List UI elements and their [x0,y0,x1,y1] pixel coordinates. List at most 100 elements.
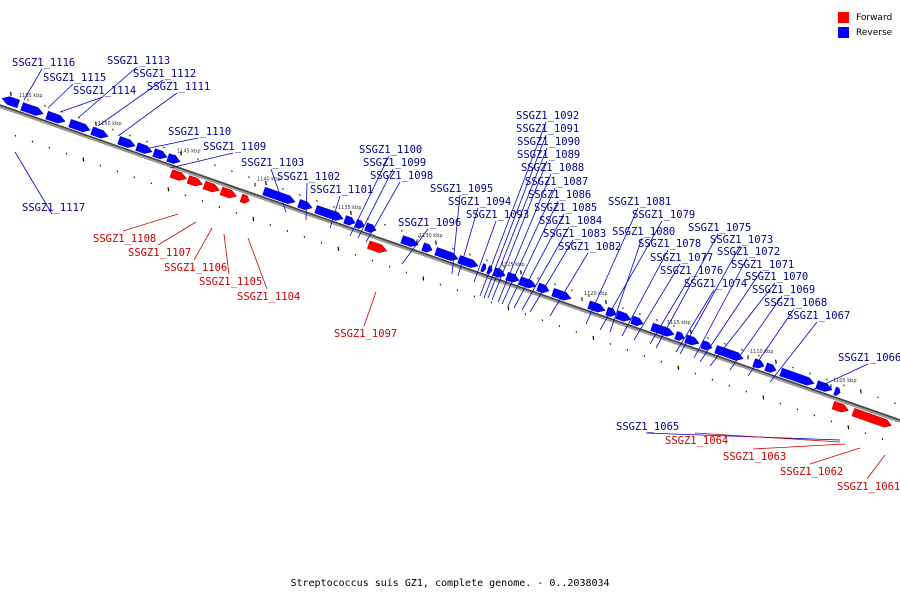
gene-label[interactable]: SSGZ1_1098 [370,170,433,182]
gene-label[interactable]: SSGZ1_1094 [448,196,511,208]
forward-gene-arrow[interactable] [239,193,250,204]
gene-label[interactable]: SSGZ1_1099 [363,157,426,169]
gene-label[interactable]: SSGZ1_1086 [528,189,591,201]
leader-line [649,276,691,345]
gene-label[interactable]: SSGZ1_1061 [837,481,900,493]
reverse-gene-arrow[interactable] [297,199,313,210]
reverse-gene-arrow[interactable] [752,358,765,369]
gene-label[interactable]: SSGZ1_1096 [398,217,461,229]
reverse-gene-arrow[interactable] [68,119,91,133]
reverse-gene-arrow[interactable] [20,102,44,116]
gene-label[interactable]: SSGZ1_1097 [334,328,397,340]
minor-tick [150,182,153,185]
reverse-gene-arrow[interactable] [684,334,700,346]
forward-gene-arrow[interactable] [169,169,187,181]
gene-label[interactable]: SSGZ1_1103 [241,157,304,169]
reverse-gene-arrow[interactable] [421,242,433,253]
gene-label[interactable]: SSGZ1_1093 [466,209,529,221]
gene-label[interactable]: SSGZ1_1075 [688,222,751,234]
reverse-gene-arrow[interactable] [833,386,841,396]
gene-label[interactable]: SSGZ1_1082 [558,241,621,253]
gene-label[interactable]: SSGZ1_1100 [359,144,422,156]
reverse-gene-arrow[interactable] [262,186,296,204]
gene-label[interactable]: SSGZ1_1074 [684,278,747,290]
gene-label[interactable]: SSGZ1_1076 [660,265,723,277]
gene-label[interactable]: SSGZ1_1112 [133,68,196,80]
reverse-gene-arrow[interactable] [764,362,777,373]
forward-gene-arrow[interactable] [831,401,849,413]
gene-label[interactable]: SSGZ1_1070 [745,271,808,283]
gene-label[interactable]: SSGZ1_1089 [517,149,580,161]
gene-label[interactable]: SSGZ1_1108 [93,233,156,245]
gene-label[interactable]: SSGZ1_1069 [752,284,815,296]
gene-label[interactable]: SSGZ1_1090 [517,136,580,148]
gene-label[interactable]: SSGZ1_1117 [22,202,85,214]
reverse-gene-arrow[interactable] [674,331,685,341]
reverse-gene-arrow[interactable] [135,142,153,154]
gene-label[interactable]: SSGZ1_1081 [608,196,671,208]
gene-label[interactable]: SSGZ1_1067 [787,310,850,322]
forward-gene-arrow[interactable] [367,240,388,253]
gene-label[interactable]: SSGZ1_1072 [717,246,780,258]
gene-label[interactable]: SSGZ1_1092 [516,110,579,122]
gene-label[interactable]: SSGZ1_1066 [838,352,900,364]
gene-label[interactable]: SSGZ1_1114 [73,85,136,97]
reverse-gene-arrow[interactable] [815,380,833,392]
gene-label[interactable]: SSGZ1_1111 [147,81,210,93]
gene-label[interactable]: SSGZ1_1088 [521,162,584,174]
genome-axis-shadow [0,105,900,423]
reverse-gene-arrow[interactable] [1,96,20,109]
reverse-gene-arrow[interactable] [45,110,66,124]
reverse-gene-arrow[interactable] [166,153,181,164]
legend-reverse-swatch [838,27,849,38]
reverse-gene-arrow[interactable] [434,247,459,261]
gene-label[interactable]: SSGZ1_1104 [237,291,300,303]
reverse-gene-arrow[interactable] [400,235,419,247]
reverse-gene-arrow[interactable] [605,306,617,317]
gene-label[interactable]: SSGZ1_1105 [199,276,262,288]
forward-gene-arrow[interactable] [186,175,203,187]
forward-gene-arrow[interactable] [851,408,892,428]
gene-label[interactable]: SSGZ1_1083 [543,228,606,240]
gene-label[interactable]: SSGZ1_1077 [650,252,713,264]
gene-label[interactable]: SSGZ1_1095 [430,183,493,195]
reverse-gene-arrow[interactable] [615,310,632,322]
gene-label[interactable]: SSGZ1_1116 [12,57,75,69]
gene-label[interactable]: SSGZ1_1079 [632,209,695,221]
gene-label[interactable]: SSGZ1_1107 [128,247,191,259]
gene-label[interactable]: SSGZ1_1085 [534,202,597,214]
reverse-gene-arrow[interactable] [117,136,136,148]
gene-label[interactable]: SSGZ1_1101 [310,184,373,196]
gene-label[interactable]: SSGZ1_1087 [525,176,588,188]
gene-label[interactable]: SSGZ1_1080 [612,226,675,238]
forward-gene-arrow[interactable] [202,180,220,193]
gene-label[interactable]: SSGZ1_1062 [780,466,843,478]
forward-gene-arrow[interactable] [219,186,237,199]
leader-line [365,181,401,243]
reverse-gene-arrow[interactable] [343,215,356,226]
gene-label[interactable]: SSGZ1_1068 [764,297,827,309]
reverse-gene-arrow[interactable] [480,263,487,273]
gene-label[interactable]: SSGZ1_1115 [43,72,106,84]
gene-label[interactable]: SSGZ1_1071 [731,259,794,271]
gene-label[interactable]: SSGZ1_1073 [710,234,773,246]
gene-label[interactable]: SSGZ1_1113 [107,55,170,67]
reverse-gene-arrow[interactable] [536,282,550,294]
gene-label[interactable]: SSGZ1_1102 [277,171,340,183]
gene-label[interactable]: SSGZ1_1091 [516,123,579,135]
gene-label[interactable]: SSGZ1_1084 [539,215,602,227]
reverse-gene-arrow[interactable] [630,315,644,327]
gene-label[interactable]: SSGZ1_1078 [638,238,701,250]
gene-label[interactable]: SSGZ1_1106 [164,262,227,274]
gene-label[interactable]: SSGZ1_1065 [616,421,679,433]
reverse-gene-arrow[interactable] [90,126,109,139]
reverse-gene-arrow[interactable] [152,148,168,160]
gene-label[interactable]: SSGZ1_1063 [723,451,786,463]
gene-label[interactable]: SSGZ1_1110 [168,126,231,138]
gene-label[interactable]: SSGZ1_1109 [203,141,266,153]
reverse-gene-arrow[interactable] [779,367,815,386]
reverse-gene-arrow[interactable] [587,300,606,313]
gene-label[interactable]: SSGZ1_1064 [665,435,728,447]
leader-line [655,233,719,349]
reverse-gene-arrow[interactable] [714,345,744,361]
